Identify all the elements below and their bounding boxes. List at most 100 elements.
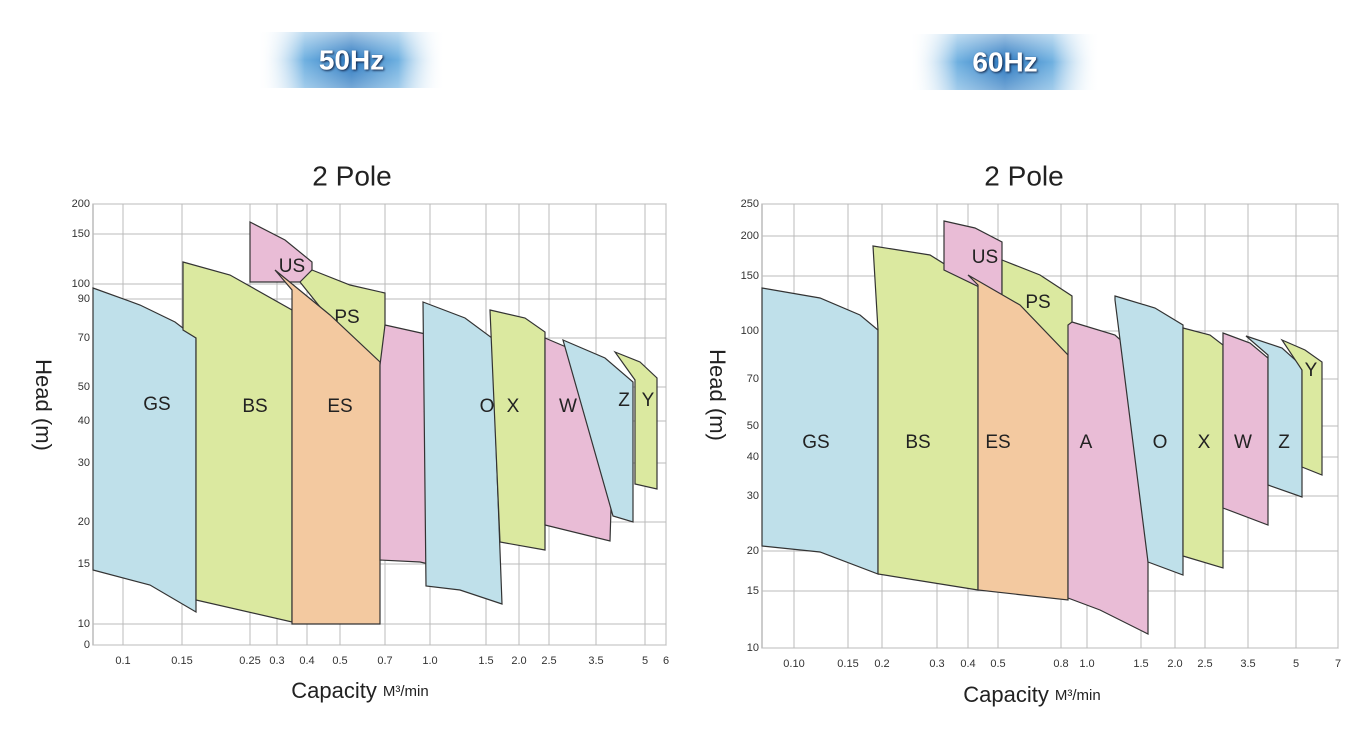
- x-axis-label: Capacity M³/min: [963, 682, 1100, 707]
- y-tick-label: 250: [741, 198, 759, 210]
- x-axis-unit: M³/min: [383, 683, 429, 700]
- y-tick-label: 40: [78, 415, 90, 427]
- region-label: BS: [905, 432, 930, 453]
- region: [1114, 295, 1184, 576]
- region-label: PS: [334, 307, 359, 328]
- panel: 50Hz 2 Pole 0.1 0.15 0.25 0.3 0.4 0.5 0.7 1.0 1.5 2…: [31, 32, 669, 703]
- y-tick-label: 50: [747, 420, 759, 432]
- region-label: ES: [985, 432, 1010, 453]
- y-tick-label: 150: [741, 270, 759, 282]
- region-label: Y: [1305, 360, 1318, 381]
- x-tick-label: 3.5: [588, 655, 603, 667]
- x-tick-label: 2.0: [1167, 658, 1182, 670]
- region-label: A: [1080, 432, 1093, 453]
- region-label: PS: [1025, 292, 1050, 313]
- x-tick-label: 2.5: [1197, 658, 1212, 670]
- y-tick-label: 30: [747, 490, 759, 502]
- region: [92, 287, 197, 614]
- x-tick-label: 0.1: [115, 655, 130, 667]
- y-axis-label: Head (m): [705, 349, 730, 441]
- region-label: W: [559, 396, 577, 417]
- badge-text: 60Hz: [972, 46, 1037, 77]
- x-tick-label: 0.4: [299, 655, 314, 667]
- region: [562, 338, 634, 523]
- region-label: O: [1153, 432, 1168, 453]
- y-tick-label: 10: [78, 618, 90, 630]
- x-tick-label: 0.5: [990, 658, 1005, 670]
- x-tick-label: 1.5: [478, 655, 493, 667]
- x-tick-label: 2.0: [511, 655, 526, 667]
- region-label: Y: [642, 390, 655, 411]
- chart-title: 2 Pole: [312, 160, 391, 191]
- y-tick-label: 0: [84, 639, 90, 651]
- y-tick-label: 70: [747, 373, 759, 385]
- badge-shine: [910, 34, 1100, 90]
- y-tick-label: 15: [78, 558, 90, 570]
- y-tick-label: 90: [78, 293, 90, 305]
- x-tick-label: 0.7: [377, 655, 392, 667]
- region: [1222, 332, 1269, 526]
- x-axis-title: Capacity: [963, 682, 1049, 707]
- region: [967, 274, 1069, 601]
- region: [1280, 338, 1323, 476]
- y-tick-label: 150: [72, 228, 90, 240]
- x-tick-label: 1.0: [1079, 658, 1094, 670]
- x-tick-label: 0.3: [269, 655, 284, 667]
- x-tick-label: 0.10: [783, 658, 804, 670]
- y-tick-label: 100: [741, 325, 759, 337]
- y-tick-label: 40: [747, 451, 759, 463]
- y-tick-label: 100: [72, 278, 90, 290]
- y-tick-label: 20: [747, 545, 759, 557]
- x-tick-label: 0.15: [837, 658, 858, 670]
- region-label: X: [507, 396, 520, 417]
- panel: 60Hz 2 Pole 0.10 0.15 0.2 0.3 0.4 0.5 0.8 1.0 1.5 2…: [705, 34, 1341, 707]
- y-tick-label: 30: [78, 457, 90, 469]
- x-axis-unit: M³/min: [1055, 687, 1101, 704]
- y-tick-label: 15: [747, 585, 759, 597]
- y-tick-label: 20: [78, 516, 90, 528]
- y-tick-label: 50: [78, 381, 90, 393]
- x-tick-label: 7: [1335, 658, 1341, 670]
- region-label: O: [480, 396, 495, 417]
- region: [761, 287, 879, 575]
- x-tick-label: 0.5: [332, 655, 347, 667]
- x-tick-label: 1.5: [1133, 658, 1148, 670]
- x-tick-label: 6: [663, 655, 669, 667]
- region: [422, 301, 503, 605]
- x-tick-label: 0.25: [239, 655, 260, 667]
- y-tick-label: 10: [747, 642, 759, 654]
- y-tick-label: 200: [72, 198, 90, 210]
- x-tick-label: 0.15: [171, 655, 192, 667]
- region-label: BS: [242, 396, 267, 417]
- x-tick-label: 0.2: [874, 658, 889, 670]
- region: [489, 309, 546, 551]
- x-axis-label: Capacity M³/min: [291, 678, 428, 703]
- badge-text: 50Hz: [319, 44, 384, 75]
- badge-shine: [258, 32, 445, 88]
- region-label: Z: [618, 390, 630, 411]
- region-label: X: [1198, 432, 1211, 453]
- x-tick-label: 3.5: [1240, 658, 1255, 670]
- region-label: Z: [1278, 432, 1290, 453]
- region-label: GS: [802, 432, 829, 453]
- x-tick-label: 0.4: [960, 658, 975, 670]
- x-tick-label: 2.5: [541, 655, 556, 667]
- y-axis-label: Head (m): [31, 359, 56, 451]
- x-tick-label: 5: [642, 655, 648, 667]
- region-label: ES: [327, 396, 352, 417]
- region: [182, 261, 293, 623]
- chart-title: 2 Pole: [984, 160, 1063, 191]
- y-tick-label: 70: [78, 332, 90, 344]
- region: [872, 245, 979, 591]
- x-tick-label: 0.8: [1053, 658, 1068, 670]
- region: [1245, 335, 1303, 498]
- region-label: W: [1234, 432, 1252, 453]
- region-label: US: [279, 256, 305, 277]
- region-label: US: [972, 247, 998, 268]
- y-tick-label: 200: [741, 230, 759, 242]
- x-tick-label: 5: [1293, 658, 1299, 670]
- region: [613, 350, 658, 490]
- x-tick-label: 0.3: [929, 658, 944, 670]
- region: [274, 269, 381, 625]
